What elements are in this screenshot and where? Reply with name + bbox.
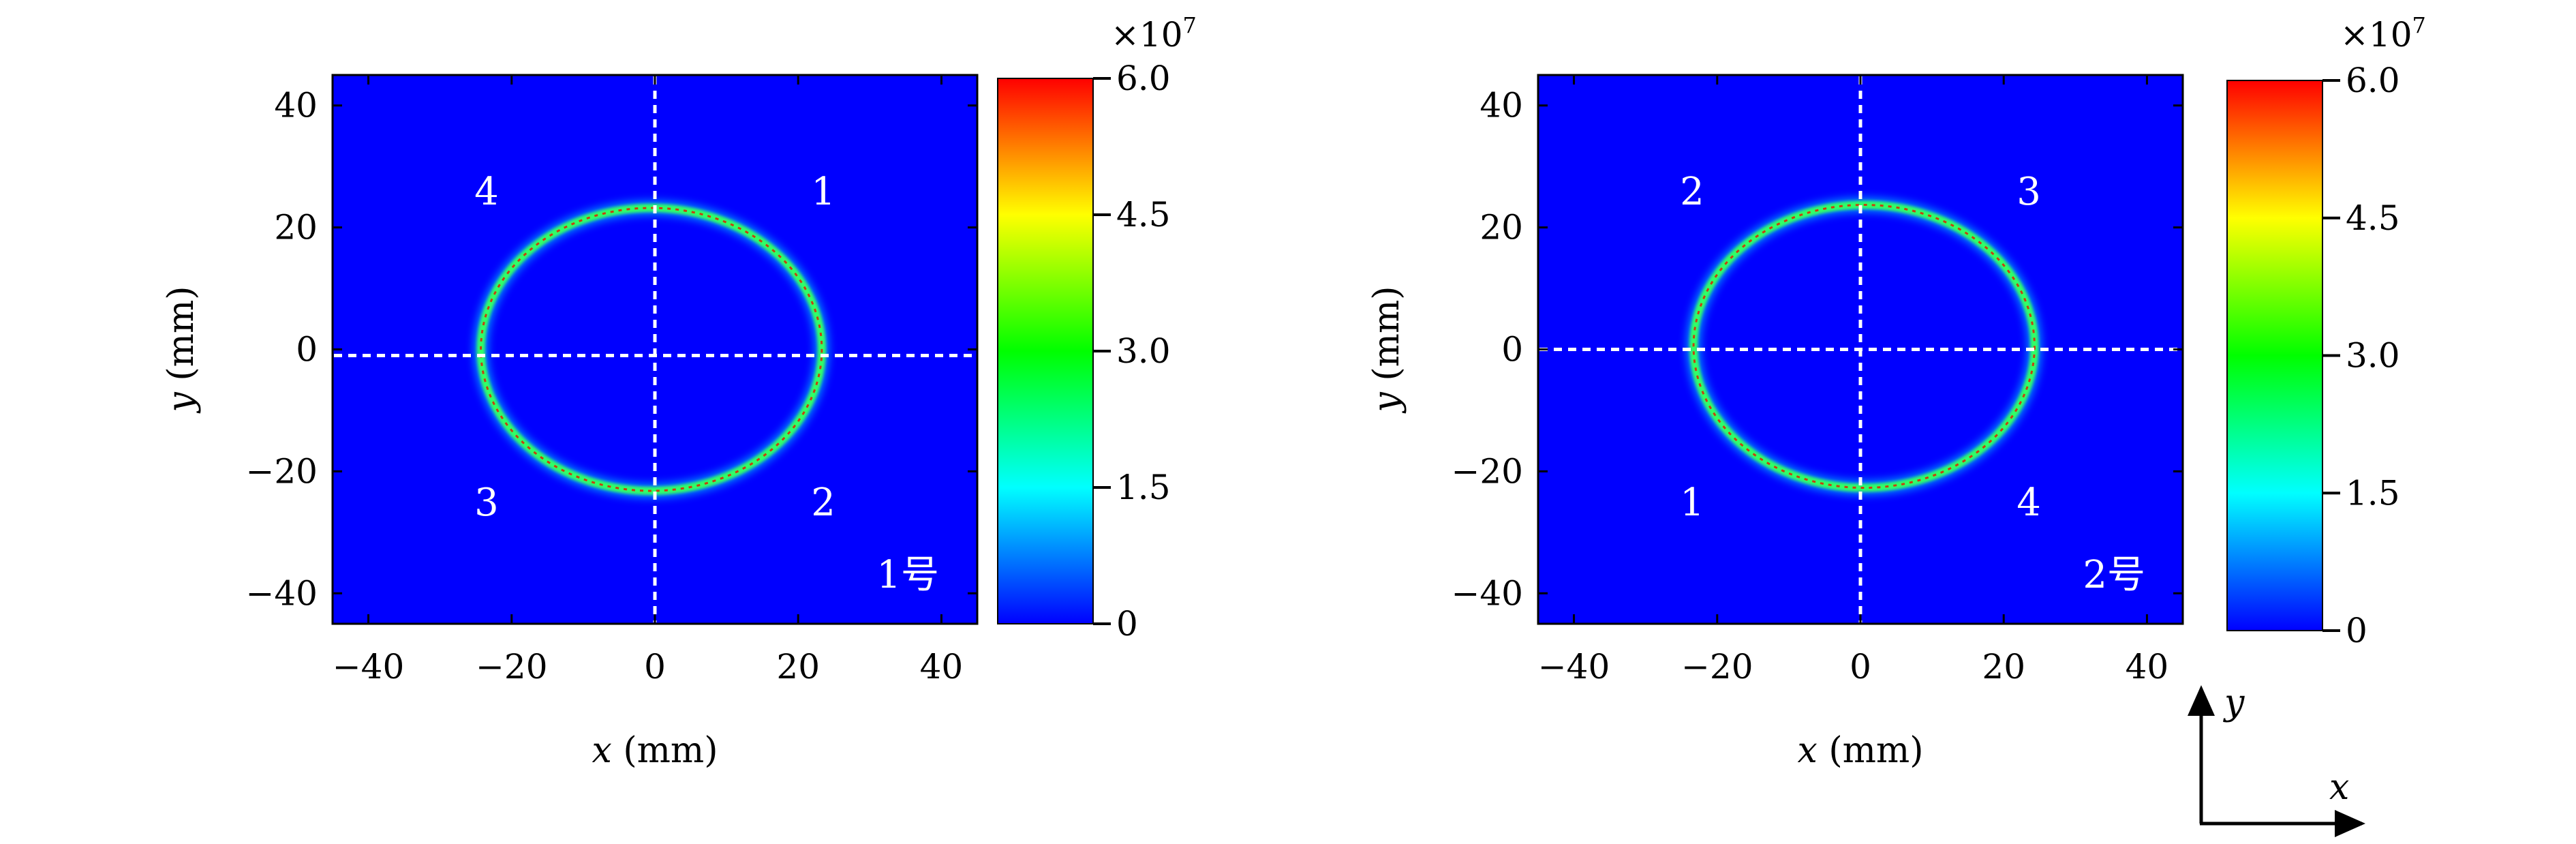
colorbar-tick-label: 6.0	[1116, 59, 1171, 98]
colorbar-multiplier-exponent: 7	[1183, 12, 1197, 38]
colorbar-multiplier-base: ×10	[1111, 15, 1183, 55]
crosshair	[1539, 76, 2181, 622]
x-tick-label: 0	[644, 647, 666, 687]
axes-orientation-indicator: y x	[2188, 682, 2365, 837]
quadrant-label: 3	[2017, 170, 2041, 214]
ring-core	[480, 207, 823, 492]
y-tick-label: −40	[1451, 573, 1523, 613]
colorbar-tick-label: 3.0	[2346, 336, 2400, 376]
colorbar-tick-label: 0	[2346, 611, 2367, 650]
ring-core	[1692, 204, 2036, 489]
x-tick-label: 20	[776, 647, 820, 687]
quadrant-label: 3	[474, 481, 499, 525]
x-tick-label: 0	[1850, 647, 1871, 687]
x-axis-var: x	[592, 730, 611, 771]
colorbar-tick-label: 1.5	[2346, 473, 2400, 513]
y-tick-label: −20	[245, 451, 318, 491]
quadrant-label: 2	[1680, 170, 1704, 214]
axis-ticks: −40 −20 0 20 40 −40 −20 0 20 40	[1451, 75, 2183, 687]
x-tick-label: −20	[1681, 647, 1753, 687]
quadrant-labels: 4 1 3 2	[474, 170, 835, 525]
intensity-ring	[1686, 197, 2042, 496]
y-axis-unit: (mm)	[1366, 286, 1407, 392]
quadrant-label: 4	[474, 170, 499, 214]
heatmap-panel-2: −40 −20 0 20 40 −40 −20 0 20 40 2 3 1 4 2号 x (mm) y …	[1366, 12, 2426, 771]
x-tick-label: −20	[476, 647, 548, 687]
y-tick-label: 40	[274, 86, 318, 125]
colorbar-multiplier: ×107	[1111, 12, 1197, 55]
colorbar-multiplier: ×107	[2340, 12, 2426, 55]
quadrant-label: 4	[2017, 481, 2041, 525]
colorbar-multiplier-exponent: 7	[2412, 12, 2426, 38]
x-axis-unit: (mm)	[1818, 730, 1924, 771]
y-axis-var: y	[161, 392, 202, 414]
colorbar-ticks: 6.0 4.5 3.0 1.5 0	[2322, 61, 2400, 650]
colorbar-tick-label: 3.0	[1116, 331, 1171, 371]
x-axis-label: x (mm)	[592, 730, 718, 771]
y-tick-label: 20	[1479, 208, 1523, 247]
crosshair	[334, 76, 976, 622]
indicator-x-label: x	[2329, 767, 2349, 808]
colorbar-tick-label: 1.5	[1116, 468, 1171, 507]
quadrant-labels: 2 3 1 4	[1680, 170, 2041, 525]
x-axis-unit: (mm)	[612, 730, 718, 771]
x-tick-label: −40	[1538, 647, 1610, 687]
y-tick-label: 40	[1479, 86, 1523, 125]
colorbar-ticks: 6.0 4.5 3.0 1.5 0	[1093, 59, 1171, 644]
heatmap-panel-1: −40 −20 0 20 40 −40 −20 0 20 40 4 1 3 2 1号 x (mm) y …	[161, 12, 1197, 771]
quadrant-label: 1	[1680, 481, 1704, 525]
x-tick-label: −40	[333, 647, 405, 687]
axis-ticks: −40 −20 0 20 40 −40 −20 0 20 40	[245, 75, 977, 687]
y-axis-var: y	[1366, 392, 1407, 414]
intensity-ring	[473, 200, 829, 499]
colorbar-gradient	[997, 78, 1094, 624]
y-axis-unit: (mm)	[161, 286, 202, 392]
y-axis-label: y (mm)	[1366, 286, 1407, 413]
x-tick-label: 40	[2126, 647, 2169, 687]
x-axis-label: x (mm)	[1797, 730, 1923, 771]
colorbar-tick-label: 4.5	[1116, 195, 1171, 235]
y-tick-label: 20	[274, 208, 318, 247]
colorbar: 6.0 4.5 3.0 1.5 0 ×107	[2226, 12, 2426, 650]
x-tick-label: 40	[920, 647, 964, 687]
colorbar-gradient	[2226, 80, 2323, 631]
colorbar-tick-label: 0	[1116, 604, 1138, 644]
colorbar-multiplier-base: ×10	[2340, 15, 2412, 55]
y-axis-label: y (mm)	[161, 286, 202, 413]
panel-tag: 1号	[876, 553, 939, 597]
colorbar-tick-label: 4.5	[2346, 198, 2400, 238]
y-tick-label: 0	[296, 330, 318, 370]
indicator-y-label: y	[2223, 682, 2245, 723]
y-tick-label: −40	[245, 573, 318, 613]
quadrant-label: 1	[811, 170, 835, 214]
x-axis-var: x	[1797, 730, 1817, 771]
panel-tag: 2号	[2083, 553, 2145, 597]
y-tick-label: −20	[1451, 451, 1523, 491]
colorbar-tick-label: 6.0	[2346, 61, 2400, 100]
x-tick-label: 20	[1982, 647, 2025, 687]
colorbar: 6.0 4.5 3.0 1.5 0 ×107	[997, 12, 1197, 644]
y-tick-label: 0	[1501, 330, 1523, 370]
quadrant-label: 2	[811, 481, 835, 525]
